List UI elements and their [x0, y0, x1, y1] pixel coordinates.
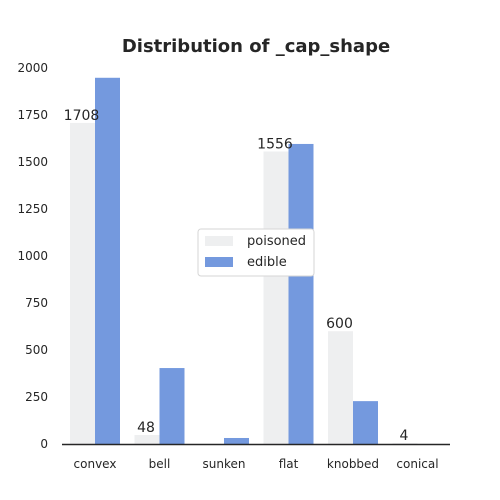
y-tick-label: 1000 [17, 249, 48, 263]
bar-edible-bell [159, 368, 185, 444]
bar-edible-flat [288, 143, 314, 444]
y-tick-label: 2000 [17, 61, 48, 75]
bar-edible-convex [95, 77, 120, 444]
x-axis: convex bell sunken flat knobbed conical [74, 457, 439, 471]
x-tick-label: flat [279, 457, 299, 471]
legend: poisoned edible [197, 228, 315, 277]
y-tick-label: 1750 [17, 108, 48, 122]
y-axis: 0 250 500 750 1000 1250 1500 1750 2000 [17, 61, 48, 451]
bar-edible-sunken [224, 437, 249, 444]
bar-poisoned-flat [263, 151, 289, 445]
legend-label-poisoned: poisoned [247, 234, 306, 249]
legend-swatch-edible [205, 257, 233, 267]
x-tick-label: knobbed [327, 457, 379, 471]
legend-label-edible: edible [247, 255, 287, 270]
y-tick-label: 0 [40, 437, 48, 451]
x-tick-label: conical [396, 457, 438, 471]
x-tick-label: bell [149, 457, 171, 471]
data-label-bell: 48 [137, 420, 155, 436]
bar-poisoned-conical [392, 443, 418, 444]
bar-poisoned-bell [134, 434, 160, 444]
chart-title: Distribution of _cap_shape [122, 36, 390, 57]
data-labels: 1708 48 1556 600 4 [64, 108, 409, 444]
x-tick-label: sunken [203, 457, 246, 471]
bar-poisoned-convex [70, 122, 95, 445]
y-tick-label: 750 [25, 296, 48, 310]
legend-swatch-poisoned [205, 236, 233, 246]
bars [70, 77, 418, 445]
bar-edible-knobbed [353, 401, 378, 444]
y-tick-label: 1500 [17, 155, 48, 169]
data-label-convex: 1708 [64, 108, 100, 124]
data-label-knobbed: 600 [326, 316, 353, 332]
y-tick-label: 1250 [17, 202, 48, 216]
x-tick-label: convex [74, 457, 117, 471]
bar-poisoned-knobbed [328, 331, 353, 444]
y-tick-label: 250 [25, 390, 48, 404]
y-tick-label: 500 [25, 343, 48, 357]
data-label-conical: 4 [400, 428, 409, 444]
data-label-flat: 1556 [257, 136, 293, 152]
